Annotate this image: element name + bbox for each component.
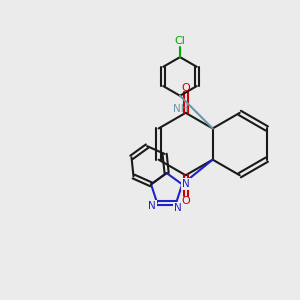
Text: N: N bbox=[174, 203, 182, 213]
Text: O: O bbox=[181, 82, 190, 93]
Text: N: N bbox=[182, 179, 190, 189]
Text: O: O bbox=[181, 196, 190, 206]
Text: NH: NH bbox=[173, 104, 189, 114]
Text: N: N bbox=[148, 201, 155, 211]
Text: Cl: Cl bbox=[175, 36, 185, 46]
